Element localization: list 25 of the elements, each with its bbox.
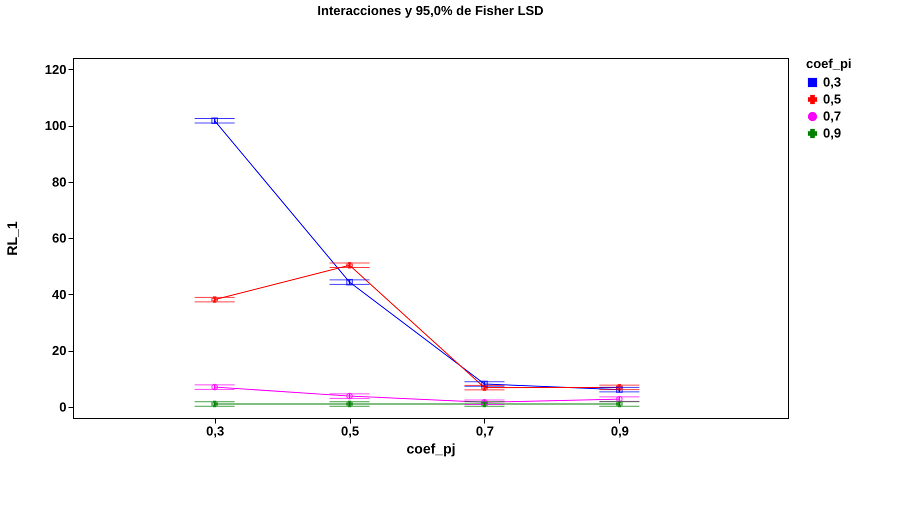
x-tick-label: 0,3 — [206, 424, 224, 438]
point — [346, 278, 353, 286]
y-tick-label: 120 — [44, 62, 66, 77]
y-tick-label: 0 — [59, 399, 66, 414]
x-tick-label: 0,9 — [610, 424, 629, 438]
point — [481, 384, 488, 391]
y-tick-label: 100 — [44, 118, 66, 133]
point — [346, 262, 353, 269]
x-tick-label: 0,7 — [476, 424, 494, 438]
y-tick-label: 20 — [52, 343, 66, 358]
x-axis-title: coef_pj — [406, 440, 456, 456]
y-axis-title: RL_1 — [4, 221, 20, 256]
legend-label: 0,3 — [823, 74, 842, 90]
legend-title: coef_pi — [806, 56, 852, 71]
chart-title: Interacciones y 95,0% de Fisher LSD — [317, 3, 544, 18]
point — [481, 380, 488, 388]
y-tick-label: 40 — [52, 286, 66, 302]
point — [346, 392, 353, 400]
x-tick-label: 0,5 — [341, 424, 360, 438]
point — [346, 400, 353, 408]
legend-label: 0,9 — [823, 126, 842, 140]
y-tick-label: 80 — [52, 174, 66, 190]
legend-label: 0,7 — [823, 108, 842, 124]
legend-label: 0,5 — [823, 92, 842, 106]
y-tick-label: 60 — [52, 230, 66, 246]
